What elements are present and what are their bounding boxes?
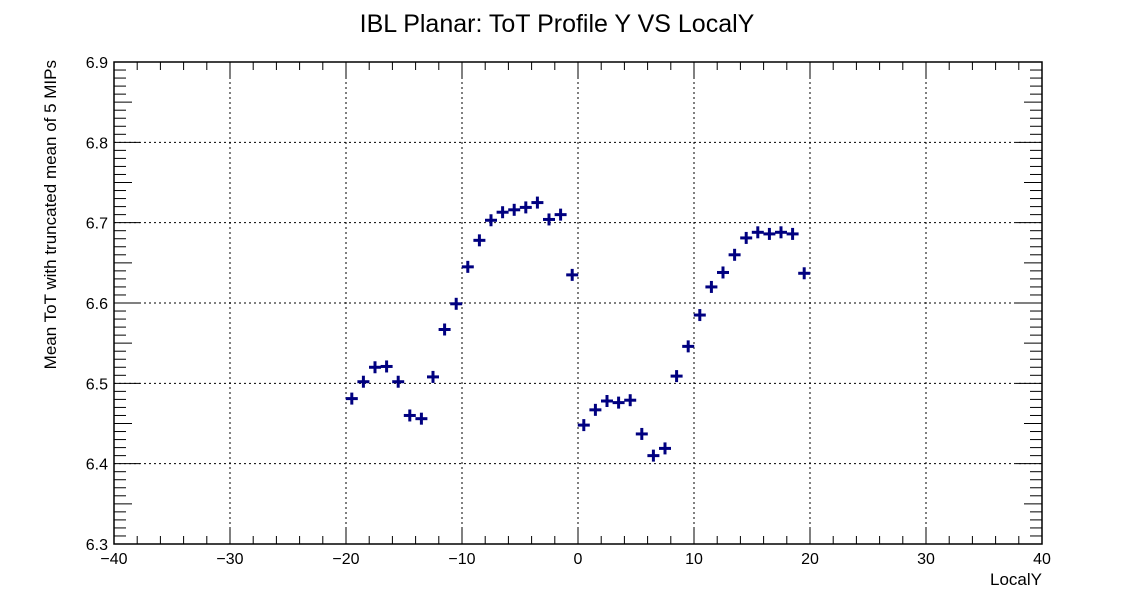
data-point <box>508 203 521 216</box>
y-tick-labels: 6.3 6.4 6.5 6.6 6.7 6.8 6.9 <box>86 55 108 554</box>
x-tick-label: −40 <box>100 551 127 568</box>
data-point <box>624 394 637 407</box>
grid <box>114 62 1042 544</box>
x-tick-label: 10 <box>685 551 703 568</box>
data-point <box>357 375 370 388</box>
chart-title: IBL Planar: ToT Profile Y VS LocalY <box>360 10 755 38</box>
y-tick-label: 6.4 <box>86 457 108 474</box>
y-tick-label: 6.8 <box>86 135 108 152</box>
data-point <box>693 309 706 322</box>
data-point <box>740 231 753 244</box>
data-point <box>473 234 486 247</box>
data-point <box>728 248 741 261</box>
data-point <box>403 409 416 422</box>
plot-frame <box>113 61 1043 545</box>
y-axis-label: Mean ToT with truncated mean of 5 MIPs <box>41 60 60 369</box>
x-tick-label: 20 <box>801 551 819 568</box>
data-point <box>450 297 463 310</box>
data-point <box>461 260 474 273</box>
data-point <box>786 227 799 240</box>
data-point <box>415 412 428 425</box>
data-point <box>496 206 509 219</box>
x-tick-label: −30 <box>216 551 243 568</box>
data-point <box>601 395 613 408</box>
data-point <box>345 392 358 405</box>
x-tick-labels: −40 −30 −20 −10 0 10 20 30 40 <box>100 551 1051 568</box>
data-point <box>635 427 648 440</box>
x-tick-label: −20 <box>332 551 359 568</box>
data-point <box>798 267 811 280</box>
data-point <box>531 196 544 209</box>
x-tick-label: 0 <box>574 551 583 568</box>
data-point <box>392 375 405 388</box>
data-point <box>369 361 381 374</box>
y-tick-label: 6.6 <box>86 296 108 313</box>
data-point <box>763 227 776 240</box>
data-point <box>751 226 764 239</box>
x-tick-label: 40 <box>1033 551 1051 568</box>
y-tick-label: 6.5 <box>86 376 108 393</box>
data-point <box>647 449 660 462</box>
data-point <box>485 214 497 227</box>
data-point <box>717 266 729 279</box>
data-point <box>775 226 787 239</box>
data-point <box>705 280 718 293</box>
axis-ticks <box>113 61 1043 545</box>
data-point <box>670 370 683 383</box>
y-tick-label: 6.9 <box>86 55 108 72</box>
x-tick-label: 30 <box>917 551 935 568</box>
data-point <box>682 340 695 353</box>
data-point <box>589 403 602 416</box>
y-tick-label: 6.3 <box>86 537 108 554</box>
x-axis-label: LocalY <box>990 570 1042 589</box>
data-point <box>543 213 555 226</box>
data-point <box>519 201 532 214</box>
data-point <box>427 370 439 383</box>
data-point <box>566 268 579 281</box>
data-point <box>438 323 451 336</box>
data-point <box>612 396 625 409</box>
y-tick-label: 6.7 <box>86 216 108 233</box>
data-point <box>380 360 393 373</box>
data-point <box>577 419 590 432</box>
x-tick-label: −10 <box>448 551 475 568</box>
data-point <box>659 442 671 455</box>
data-point <box>554 208 567 221</box>
data-points <box>345 196 811 462</box>
